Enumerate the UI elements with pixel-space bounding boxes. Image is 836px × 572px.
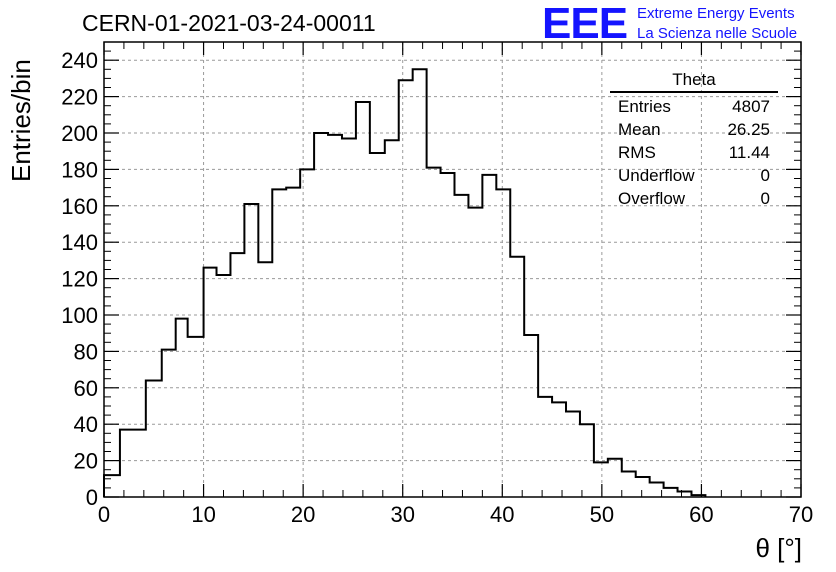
logo-line-1: Extreme Energy Events [637,5,795,22]
stats-row: Underflow 0 [610,164,778,187]
y-tick-label: 60 [74,376,98,401]
x-axis-ticks: 0 10 20 30 40 50 60 70 [98,42,813,527]
x-tick-label: 70 [789,502,813,527]
x-tick-label: 50 [590,502,614,527]
x-tick-label: 10 [191,502,215,527]
y-tick-label: 40 [74,412,98,437]
x-axis-label: θ [°] [755,533,802,563]
stats-value: 11.44 [728,143,770,162]
stats-label: Underflow [618,166,695,185]
stats-row: Mean 26.25 [610,118,778,141]
y-tick-label: 220 [61,85,98,110]
y-tick-label: 140 [61,230,98,255]
y-axis-label: Entries/bin [6,59,36,182]
stats-label: Overflow [618,189,686,208]
y-tick-label: 0 [86,485,98,510]
y-tick-label: 160 [61,194,98,219]
stats-value: 0 [760,189,770,208]
grid-lines [104,42,801,497]
y-tick-label: 120 [61,267,98,292]
y-tick-label: 100 [61,303,98,328]
x-tick-label: 30 [390,502,414,527]
x-tick-label: 0 [98,502,110,527]
y-tick-label: 180 [61,157,98,182]
y-tick-label: 20 [74,449,98,474]
logo-line-2: La Scienza nelle Scuole [637,25,798,42]
stats-label: Mean [618,120,661,139]
stats-label: Entries [618,97,671,116]
stats-value: 0 [760,166,770,185]
stats-value: 4807 [732,97,770,116]
stats-title: Theta [610,70,778,93]
histogram-series [103,68,707,497]
stats-row: Entries 4807 [610,95,778,118]
stats-row: RMS 11.44 [610,141,778,164]
eee-logo: EEE [542,0,628,48]
y-axis-ticks: 0 20 40 60 80 100 120 140 160 180 200 220 240 [61,48,801,510]
x-tick-label: 20 [291,502,315,527]
chart-title: CERN-01-2021-03-24-00011 [82,10,376,36]
y-tick-label: 200 [61,121,98,146]
stats-box: Theta Entries 4807 Mean 26.25 RMS 11.44 … [610,70,778,210]
stats-row: Overflow 0 [610,187,778,210]
y-tick-label: 80 [74,339,98,364]
x-tick-label: 40 [490,502,514,527]
stats-value: 26.25 [727,120,770,139]
y-tick-label: 240 [61,48,98,73]
x-tick-label: 60 [689,502,713,527]
stats-label: RMS [618,143,656,162]
logo-caption: Extreme Energy Events La Scienza nelle S… [637,4,797,44]
